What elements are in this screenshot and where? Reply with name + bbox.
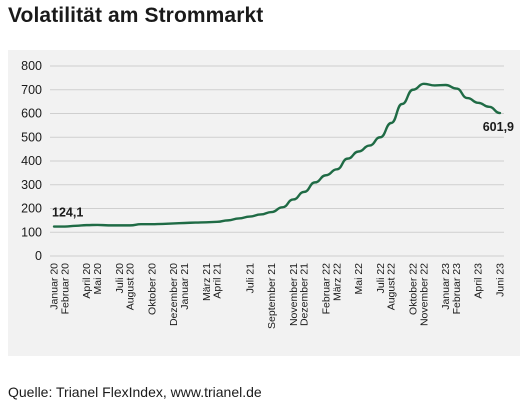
- x-tick-label: August 20: [125, 263, 137, 310]
- x-tick-label: August 22: [386, 263, 398, 310]
- x-tick-label: März 22: [331, 263, 343, 301]
- y-tick-label: 600: [21, 107, 42, 121]
- series-line: [52, 82, 502, 228]
- x-tick-label: Oktober 22: [407, 263, 419, 315]
- x-tick-label: Juli 22: [375, 263, 387, 294]
- y-tick-label: 0: [35, 249, 42, 263]
- x-tick-label: November 21: [288, 263, 300, 326]
- y-tick-label: 100: [21, 225, 42, 239]
- y-tick-label: 700: [21, 83, 42, 97]
- x-tick-label: Dezember 21: [299, 263, 311, 326]
- x-tick-label: Dezember 20: [168, 263, 180, 326]
- x-tick-label: Februar 23: [451, 263, 463, 315]
- x-tick-label: Januar 23: [440, 263, 452, 310]
- y-tick-label: 300: [21, 178, 42, 192]
- x-tick-label: Juni 23: [495, 263, 507, 297]
- chart-panel: 0 100 200 300 400 500 600 700 800 Januar 20 Februa…: [8, 50, 520, 356]
- x-tick-label: Juli 21: [244, 263, 256, 294]
- x-tick-label: März 21: [201, 263, 213, 301]
- y-tick-label: 500: [21, 130, 42, 144]
- data-label: 601,9: [483, 120, 514, 134]
- x-tick-label: Januar 21: [179, 263, 191, 310]
- data-label: 124,1: [52, 206, 83, 220]
- x-tick-label: April 21: [212, 263, 224, 299]
- x-tick-label: Oktober 20: [146, 263, 158, 315]
- x-tick-label: Juli 20: [114, 263, 126, 294]
- x-tick-label: Februar 22: [320, 263, 332, 315]
- x-tick-label: Mai 20: [92, 263, 104, 295]
- x-tick-label: April 23: [473, 263, 485, 299]
- x-tick-label: Januar 20: [49, 263, 61, 310]
- y-tick-label: 800: [21, 59, 42, 73]
- y-tick-label: 200: [21, 202, 42, 216]
- x-tick-label: Mai 22: [353, 263, 365, 295]
- x-tick-label: April 20: [81, 263, 93, 299]
- y-tick-label: 400: [21, 154, 42, 168]
- source-note: Quelle: Trianel FlexIndex, www.trianel.d…: [8, 384, 262, 400]
- chart-title: Volatilität am Strommarkt: [8, 4, 264, 27]
- x-tick-label: Februar 20: [59, 263, 71, 315]
- x-tick-label: November 22: [418, 263, 430, 326]
- x-tick-label: September 21: [266, 263, 278, 329]
